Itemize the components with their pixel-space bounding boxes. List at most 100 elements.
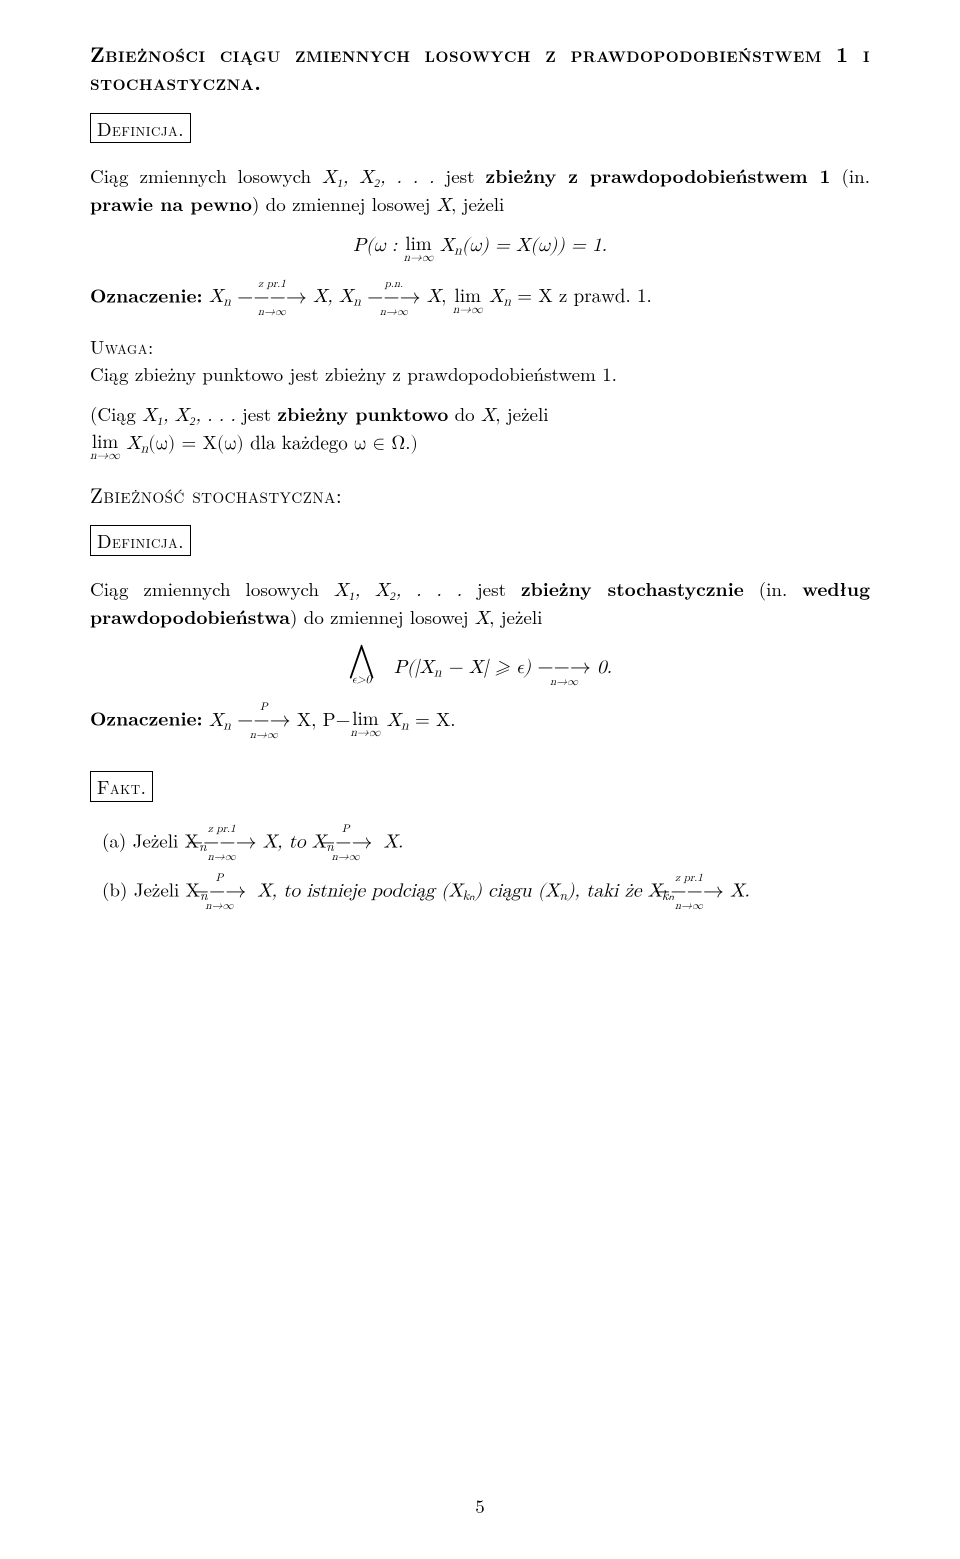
arrow-under: n→∞ <box>214 901 251 912</box>
sub-n: n <box>353 295 361 309</box>
lim: lim <box>350 710 380 729</box>
display-math-2: ⋀ ϵ>0 P(|Xn − X| ⩾ ϵ) −−→ n→∞ 0. <box>90 645 870 688</box>
tail: X, P− <box>297 711 351 730</box>
text: jest <box>434 162 485 189</box>
math: 0. <box>597 658 612 677</box>
arrow-icon: −−→ <box>237 711 290 732</box>
oznaczenie-label: Oznaczenie: <box>90 704 203 732</box>
uwaga-label: Uwaga: <box>90 334 870 360</box>
lim-sub: n→∞ <box>404 253 434 265</box>
arrow-zpr1: z pr.1 −−−→ n→∞ <box>680 873 724 912</box>
lim: lim <box>404 235 434 254</box>
limit-op: limn→∞ <box>404 235 434 265</box>
text: Ciąg zmiennych losowych <box>90 162 322 189</box>
arrow-zpr1: z pr.1 −−−→ n→∞ <box>237 279 307 318</box>
text: ) do zmiennej losowej <box>290 603 475 630</box>
display-math-1: P(ω : limn→∞ Xn(ω) = X(ω)) = 1. <box>90 233 870 265</box>
punktowo-def: (Ciąg X₁, X₂, . . . jest zbieżny punktow… <box>90 401 870 463</box>
fakt-item-b: (b) Jeżeli Xn P −−→ n→∞ X, to istnieje p… <box>102 873 870 912</box>
page-number: 5 <box>0 1493 960 1519</box>
math: − X| ⩾ ϵ) <box>441 658 537 677</box>
text: X. <box>730 881 750 900</box>
lim-sub: n→∞ <box>90 451 120 463</box>
definition-box-2: Definicja. <box>90 525 191 556</box>
text: Jeżeli X <box>134 875 200 902</box>
tail: = X. <box>409 711 456 730</box>
arrow-zpr1: z pr.1 −−−→ n→∞ <box>213 824 257 863</box>
X: X <box>209 287 223 306</box>
text: ) do zmiennej losowej <box>252 190 437 217</box>
math-X: X <box>475 609 489 628</box>
X: X <box>380 711 401 730</box>
math: P(ω : <box>353 236 403 255</box>
math: (ω) = X(ω)) = 1. <box>462 236 607 255</box>
section-title-1: Zbieżności ciągu zmiennych losowych z pr… <box>90 40 870 97</box>
arrow-icon: −−→ <box>214 882 251 903</box>
limit-op: limn→∞ <box>350 710 380 740</box>
text: do <box>448 400 481 427</box>
math: Xn P −−→ n→∞ X, P−limn→∞ Xn = X. <box>209 711 456 730</box>
text: X, to istnieje podciąg (X <box>257 881 462 900</box>
X: X <box>120 434 141 453</box>
oznaczenie-label: Oznaczenie: <box>90 280 203 308</box>
X: X <box>427 287 441 306</box>
math-X: X <box>437 196 451 215</box>
arrow-under: n→∞ <box>680 901 724 912</box>
arrow-ninf: −−→ n→∞ <box>537 649 590 688</box>
lim-sub: n→∞ <box>453 305 483 317</box>
arrow-icon: −−→ <box>367 288 420 309</box>
text: (Ciąg <box>90 400 142 427</box>
arrow-P: P −−→ n→∞ <box>237 702 290 741</box>
sub-n: n <box>559 885 567 904</box>
text: X, to X <box>263 833 326 852</box>
arrow-P: P −−→ n→∞ <box>340 824 377 863</box>
oznaczenie-1: Oznaczenie: Xn z pr.1 −−−→ n→∞ X, Xn p.n… <box>90 279 870 318</box>
text: X. <box>384 833 404 852</box>
big-and: ⋀ ϵ>0 <box>348 645 375 687</box>
limit-op: limn→∞ <box>90 433 120 463</box>
math: P(|X <box>394 658 434 677</box>
text: , jeżeli <box>495 400 548 427</box>
arrow-under: n→∞ <box>213 852 257 863</box>
definition-1-text: Ciąg zmiennych losowych X₁, X₂, . . . je… <box>90 163 870 218</box>
and-sub: ϵ>0 <box>348 675 375 687</box>
arrow-icon: −−−→ <box>680 882 724 903</box>
text: jest <box>236 400 278 427</box>
arrow-icon: −−→ <box>340 833 377 854</box>
tail: (ω) = X(ω) dla każdego ω ∈ Ω.) <box>148 434 418 453</box>
math-seq: X₁, X₂, . . . <box>322 168 434 187</box>
arrow-under: n→∞ <box>537 677 590 688</box>
tail: = X z prawd. 1. <box>511 287 652 306</box>
and-icon: ⋀ <box>348 645 375 677</box>
bold-term: zbieżny z prawdopodobieństwem 1 <box>486 161 831 189</box>
math-X: X <box>481 406 495 425</box>
sub-n: n <box>503 295 511 309</box>
fakt-item-a: (a) Jeżeli Xn z pr.1 −−−→ n→∞ X, to Xn P… <box>102 824 870 863</box>
lim: lim <box>90 433 120 452</box>
sub-n: n <box>401 718 409 732</box>
text: Ciąg zmiennych losowych <box>90 575 334 602</box>
comma: , <box>441 287 453 306</box>
arrow-under: n→∞ <box>340 852 377 863</box>
bold-term: zbieżny punktowo <box>277 399 448 427</box>
definition-2-text: Ciąg zmiennych losowych X₁, X₂, . . . je… <box>90 576 870 631</box>
fakt-list: (a) Jeżeli Xn z pr.1 −−−→ n→∞ X, to Xn P… <box>102 824 870 912</box>
text: (in. <box>744 575 802 602</box>
marker-a: (a) <box>102 827 126 854</box>
definition-box-1: Definicja. <box>90 113 191 144</box>
X: X <box>489 287 503 306</box>
sub-kn: kₙ <box>463 885 475 904</box>
comma-X: , X <box>327 287 353 306</box>
sub-n: n <box>223 295 231 309</box>
limit-op: limn→∞ <box>453 287 483 317</box>
X: X <box>209 711 223 730</box>
sub-n: n <box>454 243 462 257</box>
text: , jeżeli <box>451 190 504 217</box>
lim: lim <box>453 287 483 306</box>
X: X <box>313 287 327 306</box>
bold-term: zbieżny stochastycznie <box>521 574 744 602</box>
text: ) ciągu (X <box>474 881 559 900</box>
text: ), taki że X <box>567 881 662 900</box>
text: , jeżeli <box>489 603 542 630</box>
sub-n: n <box>223 718 231 732</box>
